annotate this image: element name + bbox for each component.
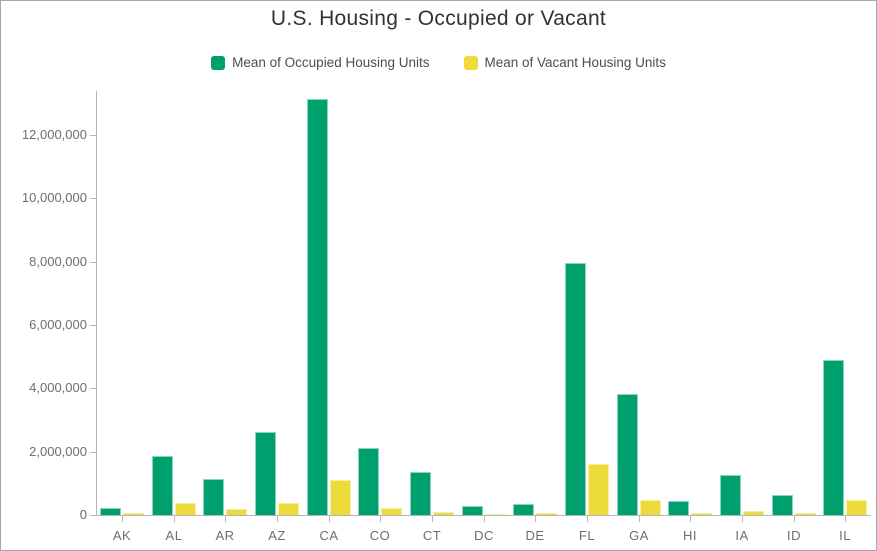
bar-occupied-CA[interactable] (307, 99, 328, 515)
x-axis-tick-mark (432, 516, 433, 522)
bar-vacant-FL[interactable] (588, 464, 609, 515)
x-axis-tick-label-CO: CO (369, 528, 391, 543)
x-axis-tick-label-HI: HI (683, 528, 697, 543)
y-axis-tick-label: 0 (79, 507, 87, 522)
bar-vacant-GA[interactable] (640, 500, 661, 515)
bar-vacant-CO[interactable] (381, 508, 402, 515)
y-axis-tick-mark (90, 452, 96, 453)
x-axis-tick-mark (845, 516, 846, 522)
x-axis-tick-label-AK: AK (112, 528, 132, 543)
y-axis-tick-label: 12,000,000 (21, 127, 87, 142)
x-axis-tick-mark (225, 516, 226, 522)
x-axis-tick-mark (639, 516, 640, 522)
x-axis-tick-label-FL: FL (578, 528, 596, 543)
vacant-swatch-icon (463, 55, 478, 70)
y-axis-tick-mark (90, 262, 96, 263)
legend-item-occupied[interactable]: Mean of Occupied Housing Units (211, 55, 430, 70)
y-axis-tick-label: 2,000,000 (29, 444, 87, 459)
x-axis-tick-label-DE: DE (525, 528, 545, 543)
x-axis-tick-mark (690, 516, 691, 522)
x-axis-tick-label-AL: AL (165, 528, 183, 543)
legend: Mean of Occupied Housing Units Mean of V… (1, 55, 876, 70)
x-axis-tick-label-CT: CT (422, 528, 442, 543)
x-axis-tick-label-AR: AR (215, 528, 235, 543)
y-axis-tick-label: 4,000,000 (29, 380, 87, 395)
bar-occupied-CT[interactable] (410, 472, 431, 515)
x-axis-tick-mark (484, 516, 485, 522)
bar-vacant-IL[interactable] (846, 500, 867, 515)
bar-vacant-CT[interactable] (433, 512, 454, 515)
x-axis-tick-label-ID: ID (787, 528, 801, 543)
bar-occupied-DE[interactable] (513, 504, 534, 515)
x-axis-tick-mark (174, 516, 175, 522)
x-axis-tick-mark (329, 516, 330, 522)
y-axis-tick-mark (90, 135, 96, 136)
chart-title: U.S. Housing - Occupied or Vacant (270, 7, 607, 30)
bar-occupied-IL[interactable] (823, 360, 844, 515)
x-axis-tick-label-GA: GA (629, 528, 649, 543)
x-axis-tick-label-IL: IL (839, 528, 851, 543)
y-axis-tick-label: 6,000,000 (29, 317, 87, 332)
x-axis-tick-mark (122, 516, 123, 522)
bar-vacant-HI[interactable] (691, 513, 712, 515)
legend-item-vacant[interactable]: Mean of Vacant Housing Units (463, 55, 666, 70)
bar-occupied-DC[interactable] (462, 506, 483, 515)
y-axis-tick-label: 8,000,000 (29, 254, 87, 269)
bar-vacant-IA[interactable] (743, 511, 764, 515)
y-axis-tick-mark (90, 198, 96, 199)
bar-vacant-CA[interactable] (330, 480, 351, 515)
y-axis-tick-label: 10,000,000 (21, 190, 87, 205)
x-axis-tick-label-CA: CA (319, 528, 339, 543)
legend-label-vacant: Mean of Vacant Housing Units (484, 55, 666, 70)
bar-occupied-AL[interactable] (152, 456, 173, 515)
occupied-swatch-icon (211, 55, 226, 70)
bar-occupied-AK[interactable] (100, 508, 121, 515)
x-axis-tick-label-AZ: AZ (268, 528, 286, 543)
bar-occupied-FL[interactable] (565, 263, 586, 515)
bar-vacant-AZ[interactable] (278, 503, 299, 515)
bar-vacant-DC[interactable] (485, 514, 506, 515)
x-axis-tick-label-IA: IA (735, 528, 749, 543)
x-axis-tick-mark (742, 516, 743, 522)
bar-vacant-ID[interactable] (795, 513, 816, 515)
bar-occupied-AZ[interactable] (255, 432, 276, 515)
x-axis-tick-mark (380, 516, 381, 522)
x-axis-tick-label-DC: DC (474, 528, 494, 543)
bar-vacant-AL[interactable] (175, 503, 196, 515)
y-axis-tick-mark (90, 388, 96, 389)
y-axis-tick-mark (90, 515, 96, 516)
legend-label-occupied: Mean of Occupied Housing Units (232, 55, 430, 70)
y-axis-tick-mark (90, 325, 96, 326)
bar-occupied-GA[interactable] (617, 394, 638, 515)
y-axis-line (96, 91, 97, 515)
x-axis-tick-mark (535, 516, 536, 522)
x-axis-tick-mark (794, 516, 795, 522)
x-axis-tick-mark (277, 516, 278, 522)
bar-occupied-AR[interactable] (203, 479, 224, 515)
bar-occupied-ID[interactable] (772, 495, 793, 515)
bar-occupied-HI[interactable] (668, 501, 689, 515)
x-axis-line (96, 515, 871, 516)
bar-occupied-CO[interactable] (358, 448, 379, 515)
bar-vacant-AK[interactable] (123, 513, 144, 515)
bar-occupied-IA[interactable] (720, 475, 741, 515)
bar-vacant-AR[interactable] (226, 509, 247, 515)
x-axis-tick-mark (587, 516, 588, 522)
bar-vacant-DE[interactable] (536, 513, 557, 515)
